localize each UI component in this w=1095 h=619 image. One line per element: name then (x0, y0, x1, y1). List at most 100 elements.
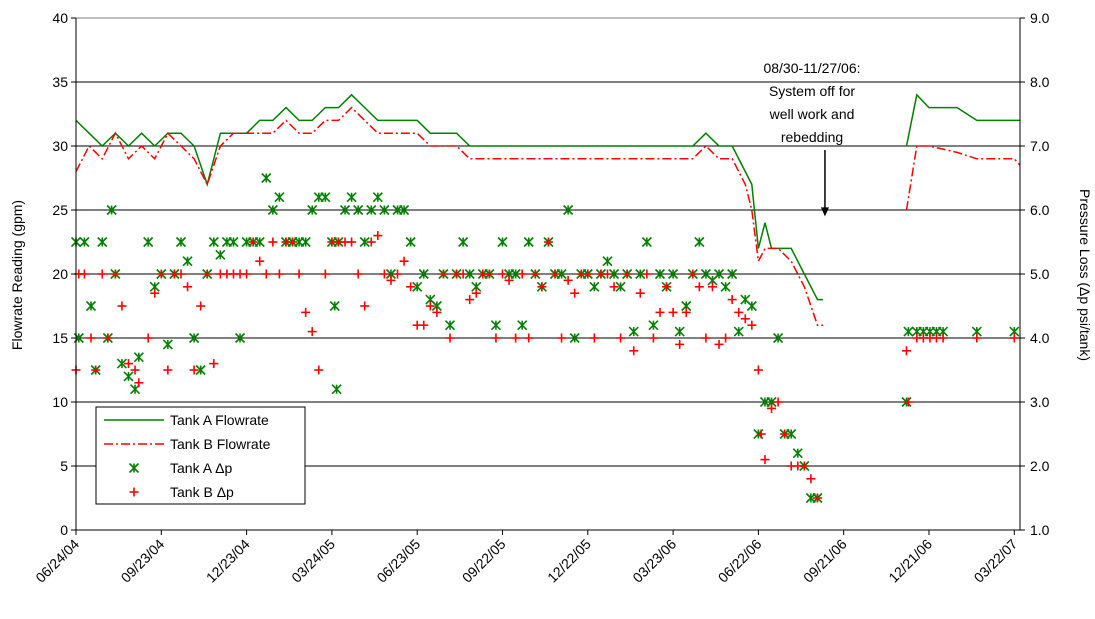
data-point-tank-b-dp (156, 269, 166, 279)
data-point-tank-a-dp (79, 236, 90, 248)
data-point-tank-a-dp (412, 281, 423, 292)
data-point-tank-a-dp (379, 204, 390, 216)
y-right-tick-label: 4.0 (1030, 330, 1050, 346)
y-left-tick-label: 10 (52, 394, 68, 410)
x-tick-label: 03/22/07 (971, 536, 1021, 586)
series-line-tank-b-flowrate (75, 106, 824, 326)
y-right-tick-label: 7.0 (1030, 138, 1050, 154)
data-point-tank-a-dp (608, 268, 620, 280)
data-point-tank-a-dp (523, 236, 534, 248)
data-point-tank-a-dp (713, 268, 725, 280)
x-tick-label: 09/22/05 (459, 536, 509, 586)
data-point-tank-a-dp (274, 192, 285, 203)
data-point-tank-b-dp (609, 282, 619, 292)
data-point-tank-a-dp (162, 339, 173, 350)
y-left-tick-label: 20 (52, 266, 68, 282)
data-point-tank-b-dp (714, 339, 724, 349)
annotation-line-3: well work and (769, 106, 855, 122)
data-point-tank-b-dp (635, 288, 645, 298)
y-right-tick-label: 5.0 (1030, 266, 1050, 282)
data-point-tank-b-dp (274, 269, 284, 279)
data-point-tank-b-dp (688, 269, 698, 279)
data-point-tank-b-dp (563, 275, 573, 285)
data-point-tank-a-dp (648, 320, 659, 331)
y-left-tick-label: 25 (52, 202, 68, 218)
x-tick-label: 06/23/05 (373, 536, 423, 586)
data-point-tank-b-dp (379, 269, 389, 279)
x-tick-label: 12/21/06 (885, 536, 935, 586)
y-left-tick-label: 0 (60, 522, 68, 538)
data-point-tank-b-dp (550, 269, 560, 279)
data-point-tank-b-dp (498, 269, 507, 279)
data-point-tank-b-dp (530, 269, 540, 279)
data-point-tank-a-dp (228, 236, 239, 248)
data-point-tank-b-dp (110, 269, 120, 279)
data-point-tank-b-dp (419, 320, 429, 330)
data-point-tank-a-dp (300, 236, 311, 248)
data-point-tank-b-dp (91, 365, 101, 375)
data-point-tank-b-dp (130, 365, 140, 375)
data-point-tank-a-dp (215, 249, 226, 260)
data-point-tank-a-dp (116, 358, 127, 369)
data-point-tank-b-dp (583, 269, 593, 279)
data-point-tank-b-dp (268, 237, 278, 247)
data-point-tank-b-dp (399, 256, 409, 266)
data-point-tank-a-dp (366, 204, 377, 216)
data-point-tank-b-dp (202, 269, 212, 279)
data-point-tank-a-dp (85, 300, 97, 312)
x-tick-label: 09/21/06 (800, 536, 850, 586)
data-point-tank-a-dp (353, 204, 364, 216)
y-left-tick-label: 15 (52, 330, 68, 346)
data-point-tank-b-dp (366, 237, 376, 247)
data-point-tank-a-dp (320, 192, 331, 203)
data-point-tank-b-dp (517, 269, 527, 279)
data-point-tank-b-dp (209, 359, 219, 369)
data-point-tank-b-dp (1009, 333, 1019, 343)
data-point-tank-a-dp (517, 320, 528, 331)
data-point-tank-a-dp (97, 236, 108, 248)
data-point-tank-b-dp (97, 269, 107, 279)
data-point-tank-b-dp (134, 378, 144, 388)
data-point-tank-b-dp (799, 461, 809, 471)
data-point-tank-a-dp (773, 332, 784, 344)
data-point-tank-b-dp (767, 403, 777, 413)
data-point-tank-b-dp (196, 301, 206, 311)
annotation-line-2: System off for (769, 83, 855, 99)
x-tick-label: 03/24/05 (288, 536, 338, 586)
data-point-tank-a-dp (189, 332, 200, 344)
data-point-tank-b-dp (622, 269, 632, 279)
data-point-tank-b-dp (143, 333, 153, 343)
data-point-tank-b-dp (903, 397, 913, 407)
data-point-tank-b-dp (616, 333, 626, 343)
data-point-tank-a-dp (694, 236, 705, 248)
data-point-tank-a-dp (346, 192, 357, 203)
data-point-tank-a-dp (746, 300, 757, 312)
data-point-tank-b-dp (189, 365, 199, 375)
annotation-arrowhead-icon (820, 207, 829, 217)
y-left-tick-label: 30 (52, 138, 68, 154)
data-point-tank-b-dp (902, 346, 912, 356)
data-point-tank-b-dp (288, 237, 298, 247)
y-left-tick-label: 35 (52, 74, 68, 90)
data-point-tank-a-dp (418, 268, 429, 280)
data-point-tank-b-dp (642, 269, 652, 279)
data-point-tank-a-dp (589, 281, 600, 292)
legend-marker-plus-icon (129, 487, 139, 497)
annotation: 08/30-11/27/06: System off for well work… (763, 60, 861, 217)
data-point-tank-b-dp (655, 307, 665, 317)
data-point-tank-a-dp (208, 236, 219, 248)
data-point-tank-a-dp (133, 352, 144, 363)
data-point-tank-a-dp (786, 428, 797, 440)
data-point-tank-b-dp (117, 301, 127, 311)
data-point-tank-b-dp (294, 269, 304, 279)
data-point-tank-a-dp (654, 268, 666, 280)
data-point-tank-b-dp (511, 333, 521, 343)
data-point-tank-a-dp (399, 204, 410, 216)
annotation-line-1: 08/30-11/27/06: (763, 60, 860, 76)
data-point-tank-a-dp (602, 256, 613, 267)
y-right-tick-label: 1.0 (1030, 522, 1050, 538)
data-point-tank-b-dp (425, 301, 435, 311)
data-point-tank-b-dp (79, 269, 89, 279)
data-point-tank-b-dp (504, 275, 514, 285)
data-point-tank-b-dp (675, 339, 685, 349)
